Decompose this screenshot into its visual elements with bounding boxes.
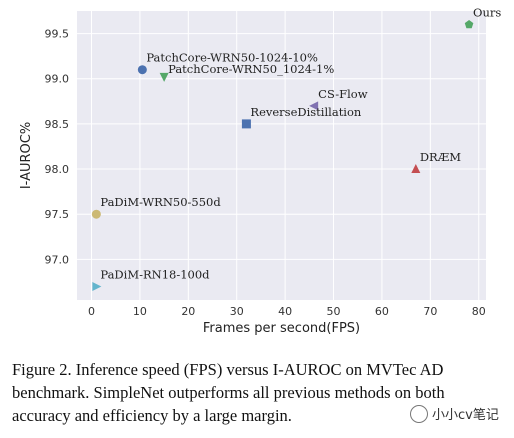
y-tick-label: 97.0 [45,253,70,266]
point-label: PaDiM-RN18-100d [100,267,210,281]
x-tick-label: 0 [88,305,95,318]
data-point-triangle-down [159,72,169,82]
point-label: PaDiM-WRN50-550d [100,195,221,209]
scatter-chart: 0 10 20 30 40 50 60 70 80 97.0 97.5 98.0 98.5 99.0 99.… [19,6,501,336]
y-tick-label: 99.5 [45,28,70,41]
y-tick-label: 97.5 [45,208,70,221]
watermark: 小小cv笔记 [410,404,499,423]
data-point-square [241,119,251,129]
data-point-triangle-left [309,101,319,111]
point-label: PatchCore-WRN50-1024-10% [146,51,318,65]
point-label: PatchCore-WRN50_1024-1% [168,62,334,76]
x-tick-label: 30 [230,305,244,318]
watermark-text: 小小cv笔记 [432,408,499,423]
x-tick-label: 70 [423,305,437,318]
point-label: CS-Flow [318,87,368,101]
y-tick-label: 98.5 [45,118,70,131]
x-axis-label: Frames per second(FPS) [203,321,360,336]
data-point-triangle-right [92,281,102,291]
point-label: ReverseDistillation [250,105,362,119]
plot-area [77,11,486,300]
y-tick-label: 98.0 [45,163,70,176]
point-label: Ours [473,6,501,20]
x-tick-label: 80 [472,305,486,318]
x-tick-label: 50 [327,305,341,318]
x-tick-label: 10 [133,305,147,318]
x-tick-label: 60 [375,305,389,318]
y-axis-label: I-AUROC% [19,122,34,189]
x-tick-label: 40 [278,305,292,318]
figure-caption: Figure 2. Inference speed (FPS) versus I… [12,360,445,425]
data-point-triangle-up [411,164,421,174]
wechat-logo-icon [410,404,428,423]
data-point-circle [91,209,101,219]
data-point-circle [137,65,147,75]
point-label: DRÆM [420,150,461,164]
y-tick-label: 99.0 [45,73,70,86]
x-tick-label: 20 [181,305,195,318]
data-point-pentagon [464,20,474,29]
